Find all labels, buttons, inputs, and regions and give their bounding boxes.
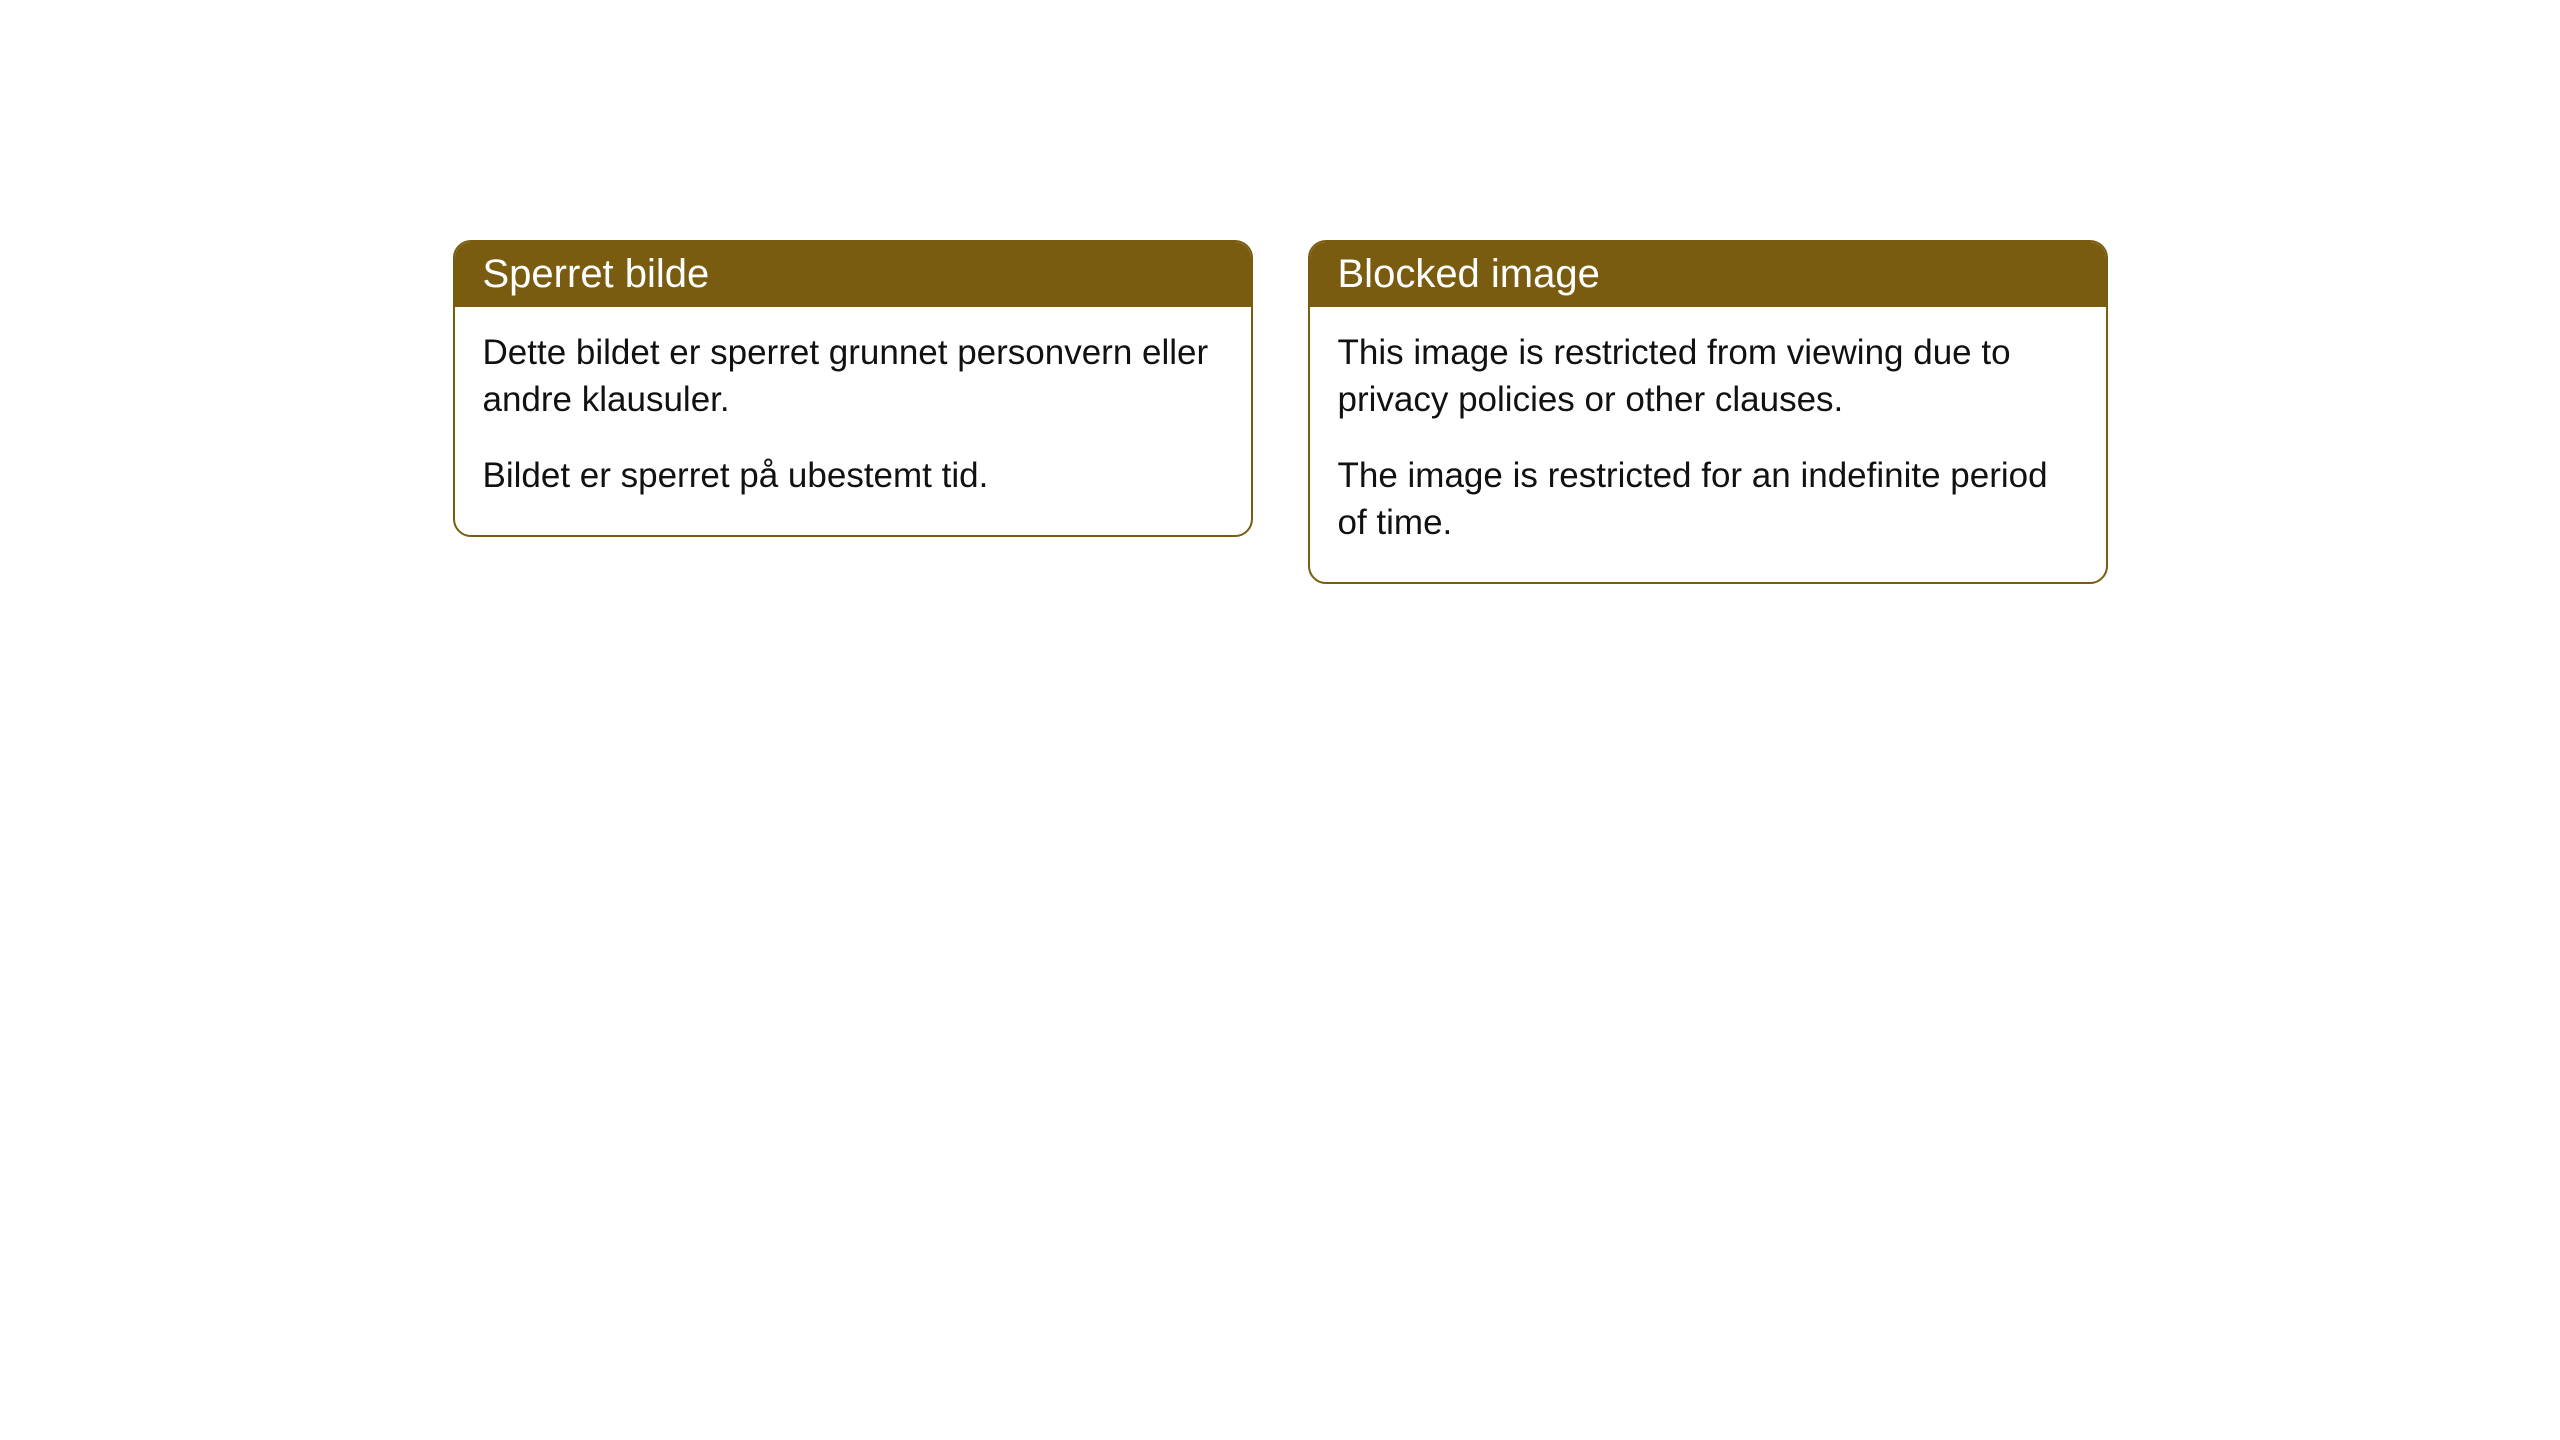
card-paragraph: Bildet er sperret på ubestemt tid. — [483, 452, 1223, 499]
card-header-english: Blocked image — [1310, 242, 2106, 307]
card-paragraph: Dette bildet er sperret grunnet personve… — [483, 329, 1223, 424]
card-title: Blocked image — [1338, 252, 1600, 296]
card-paragraph: This image is restricted from viewing du… — [1338, 329, 2078, 424]
card-body-norwegian: Dette bildet er sperret grunnet personve… — [455, 307, 1251, 535]
card-header-norwegian: Sperret bilde — [455, 242, 1251, 307]
card-norwegian: Sperret bilde Dette bildet er sperret gr… — [453, 240, 1253, 537]
card-paragraph: The image is restricted for an indefinit… — [1338, 452, 2078, 547]
card-english: Blocked image This image is restricted f… — [1308, 240, 2108, 584]
cards-container: Sperret bilde Dette bildet er sperret gr… — [453, 240, 2108, 1440]
card-title: Sperret bilde — [483, 252, 710, 296]
card-body-english: This image is restricted from viewing du… — [1310, 307, 2106, 582]
